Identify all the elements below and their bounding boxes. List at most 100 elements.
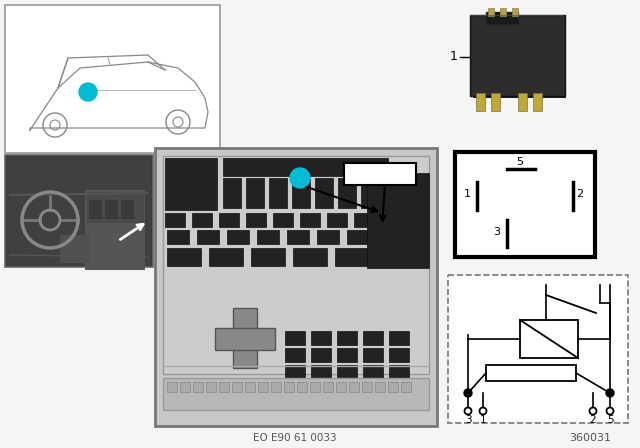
Bar [388, 382, 398, 392]
Bar [219, 213, 239, 227]
Bar [246, 178, 264, 208]
Text: 1: 1 [480, 415, 486, 425]
Bar [300, 213, 320, 227]
Circle shape [290, 168, 310, 188]
Bar [486, 365, 576, 381]
Bar [486, 12, 518, 24]
Bar [338, 178, 356, 208]
Text: EO E90 61 0033: EO E90 61 0033 [253, 433, 337, 443]
Bar [473, 18, 566, 98]
Bar [533, 93, 542, 111]
Bar [60, 235, 90, 263]
Bar [311, 348, 331, 362]
Bar [7, 157, 151, 265]
Bar [165, 213, 185, 227]
Text: 5: 5 [516, 157, 524, 167]
Bar [297, 382, 307, 392]
Text: 1: 1 [450, 51, 458, 64]
Bar [337, 365, 357, 379]
Bar [5, 5, 220, 153]
Bar [363, 348, 383, 362]
Bar [363, 331, 383, 345]
Bar [85, 190, 145, 270]
Bar [89, 200, 101, 218]
Bar [401, 382, 411, 392]
Bar [163, 156, 429, 374]
Bar [245, 382, 255, 392]
Bar [363, 365, 383, 379]
Circle shape [79, 83, 97, 101]
Bar [310, 382, 320, 392]
Bar [165, 158, 217, 210]
Bar [273, 213, 293, 227]
Text: I01068: I01068 [356, 168, 404, 181]
Bar [232, 382, 242, 392]
Bar [311, 365, 331, 379]
Bar [287, 230, 309, 244]
Bar [367, 173, 429, 268]
Bar [311, 331, 331, 345]
Bar [335, 248, 369, 266]
Bar [167, 382, 177, 392]
Bar [233, 308, 257, 368]
Bar [500, 8, 506, 16]
Bar [491, 93, 500, 111]
Bar [327, 213, 347, 227]
Bar [209, 248, 243, 266]
Bar [389, 348, 409, 362]
Bar [389, 365, 409, 379]
Bar [192, 213, 212, 227]
Text: 2: 2 [577, 189, 584, 199]
Bar [285, 348, 305, 362]
Bar [246, 213, 266, 227]
Bar [336, 382, 346, 392]
Bar [361, 178, 379, 208]
Text: 1: 1 [463, 189, 470, 199]
Bar [470, 15, 565, 96]
Bar [155, 148, 437, 426]
Bar [285, 331, 305, 345]
Bar [180, 382, 190, 392]
Bar [285, 365, 305, 379]
Bar [257, 230, 279, 244]
Text: 3: 3 [465, 415, 471, 425]
Bar [87, 192, 143, 222]
Bar [448, 275, 628, 423]
Bar [375, 382, 385, 392]
Bar [476, 93, 485, 111]
Bar [227, 230, 249, 244]
Bar [167, 248, 201, 266]
Bar [337, 348, 357, 362]
Text: 1: 1 [84, 87, 92, 97]
Bar [315, 178, 333, 208]
Bar [167, 230, 189, 244]
Bar [223, 158, 388, 176]
Circle shape [589, 408, 596, 414]
Bar [5, 155, 153, 267]
Bar [520, 320, 578, 358]
Bar [293, 248, 327, 266]
Bar [215, 328, 275, 350]
Circle shape [464, 389, 472, 397]
Bar [121, 200, 133, 218]
Bar [269, 178, 287, 208]
Bar [337, 331, 357, 345]
Text: 1: 1 [296, 173, 304, 183]
Circle shape [479, 408, 486, 414]
Bar [105, 200, 117, 218]
Bar [271, 382, 281, 392]
Bar [512, 8, 518, 16]
Text: 360031: 360031 [569, 433, 611, 443]
Bar [488, 8, 494, 16]
Circle shape [607, 408, 614, 414]
Bar [219, 382, 229, 392]
Bar [354, 213, 374, 227]
Bar [317, 230, 339, 244]
Bar [344, 163, 416, 185]
Bar [163, 378, 429, 410]
Text: 2: 2 [589, 415, 596, 425]
Bar [193, 382, 203, 392]
Bar [292, 178, 310, 208]
Bar [347, 230, 369, 244]
Bar [223, 178, 241, 208]
